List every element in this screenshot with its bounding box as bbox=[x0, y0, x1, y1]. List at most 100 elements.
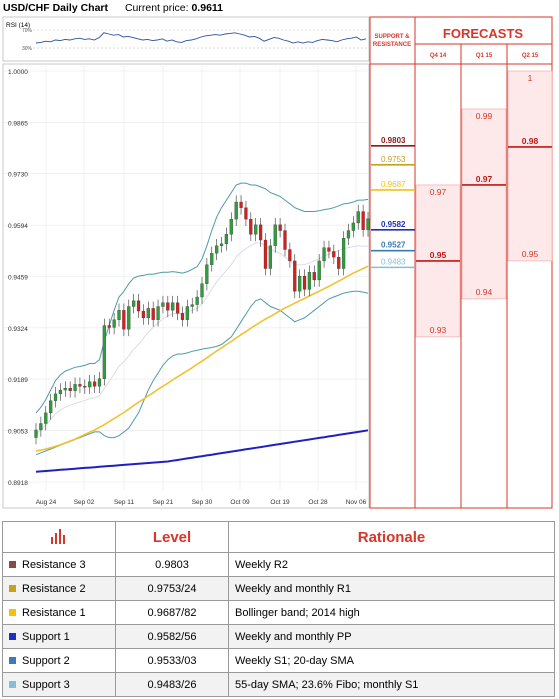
level-value: 0.9533/03 bbox=[115, 648, 229, 673]
candle-body bbox=[302, 275, 307, 290]
candle-body bbox=[258, 224, 263, 241]
color-swatch-icon bbox=[9, 585, 16, 593]
forecast-value-q4-low: 0.93 bbox=[430, 325, 447, 335]
x-tick-label: Nov 06 bbox=[346, 499, 367, 506]
candle-body bbox=[215, 245, 219, 254]
candle-body bbox=[117, 310, 121, 320]
col-q1: Q1 15 bbox=[476, 53, 493, 59]
y-tick-label: 0.9459 bbox=[8, 275, 28, 282]
forecast-value-q1-low: 0.94 bbox=[476, 287, 493, 297]
rsi-tick-70: 70% bbox=[22, 28, 33, 34]
x-tick-label: Aug 24 bbox=[36, 499, 57, 506]
level-label-s2: 0.9527 bbox=[381, 241, 406, 250]
forecast-panel: FORECASTS SUPPORT & RESISTANCE Q4 14 Q1 … bbox=[369, 16, 553, 509]
candle-body bbox=[322, 247, 326, 262]
candle-body bbox=[166, 302, 170, 311]
bollinger-lower bbox=[35, 290, 369, 456]
chart-title: USD/CHF Daily Chart bbox=[3, 2, 109, 14]
rsi-label: RSI (14) bbox=[6, 22, 30, 29]
forecast-value-q2-high: 1 bbox=[528, 73, 533, 83]
candle-body bbox=[205, 264, 209, 284]
y-tick-label: 0.9189 bbox=[8, 377, 28, 384]
x-tick-label: Oct 19 bbox=[270, 499, 290, 506]
candle-body bbox=[151, 308, 155, 320]
bar-chart-icon bbox=[51, 528, 65, 544]
rsi-line bbox=[35, 32, 367, 44]
level-name: Support 1 bbox=[22, 630, 70, 643]
level-name-cell: Support 1 bbox=[2, 624, 116, 649]
candle-body bbox=[175, 302, 180, 314]
sma55-line bbox=[35, 265, 369, 452]
level-name: Support 3 bbox=[22, 678, 70, 691]
forecast-value-q4-high: 0.97 bbox=[430, 187, 447, 197]
level-value: 0.9483/26 bbox=[115, 672, 229, 697]
candle-body bbox=[234, 201, 238, 220]
level-rationale: Weekly and monthly R1 bbox=[228, 576, 555, 601]
color-swatch-icon bbox=[9, 657, 16, 665]
candle-body bbox=[112, 319, 116, 328]
color-swatch-icon bbox=[9, 633, 16, 641]
level-rationale: Weekly S1; 20-day SMA bbox=[228, 648, 555, 673]
candle-body bbox=[298, 275, 302, 292]
candle-body bbox=[146, 308, 150, 319]
level-name-cell: Support 2 bbox=[2, 648, 116, 673]
candle-body bbox=[78, 384, 82, 387]
current-price: 0.9611 bbox=[191, 2, 224, 14]
candle-body bbox=[58, 389, 63, 395]
forecast-value-q1-median: 0.97 bbox=[476, 174, 493, 184]
forecast-range-q1 bbox=[461, 108, 507, 300]
y-tick-label: 0.9730 bbox=[8, 172, 28, 179]
candle-body bbox=[224, 234, 229, 244]
level-name-cell: Resistance 2 bbox=[2, 576, 116, 601]
candle-body bbox=[185, 306, 189, 320]
candle-body bbox=[268, 245, 272, 269]
level-value: 0.9687/82 bbox=[115, 600, 229, 625]
candle-body bbox=[88, 381, 92, 388]
chart-header: USD/CHF Daily Chart Current price: 0.961… bbox=[3, 2, 223, 14]
price-chart: RSI (14) 70% 30% 1.0000 0.9865 0.9730 0.959… bbox=[2, 16, 553, 509]
color-swatch-icon bbox=[9, 681, 16, 689]
y-tick-label: 0.9865 bbox=[8, 120, 28, 127]
candle-body bbox=[63, 388, 67, 391]
level-name: Resistance 2 bbox=[22, 582, 86, 595]
candle-body bbox=[346, 230, 351, 239]
main-panel: 1.0000 0.9865 0.9730 0.9594 0.9459 0.9324 0.91… bbox=[2, 63, 370, 509]
rsi-tick-30: 30% bbox=[22, 46, 33, 52]
candle-body bbox=[156, 306, 160, 320]
table-row: Support 1 0.9582/56 Weekly and monthly PP bbox=[2, 624, 555, 649]
candle-body bbox=[73, 384, 77, 391]
candle-body bbox=[239, 201, 243, 208]
candle-body bbox=[317, 260, 321, 281]
table-header-row: Level Rationale bbox=[2, 521, 555, 553]
candle-body bbox=[34, 429, 38, 438]
candle-body bbox=[195, 296, 199, 305]
forecast-value-q4-median: 0.95 bbox=[430, 250, 447, 260]
candle-body bbox=[283, 230, 287, 250]
forecast-value-q1-high: 0.99 bbox=[476, 111, 493, 121]
candle-body bbox=[229, 218, 233, 235]
level-rationale: 55-day SMA; 23.6% Fibo; monthly S1 bbox=[228, 672, 555, 697]
level-name: Support 2 bbox=[22, 654, 70, 667]
level-rationale: Bollinger band; 2014 high bbox=[228, 600, 555, 625]
candle-body bbox=[132, 300, 136, 307]
candle-body bbox=[366, 218, 370, 230]
y-tick-label: 1.0000 bbox=[8, 69, 28, 76]
candle-body bbox=[92, 381, 97, 387]
candle-body bbox=[249, 218, 253, 235]
candle-body bbox=[288, 249, 292, 262]
candle-body bbox=[244, 207, 248, 220]
candle-body bbox=[263, 239, 268, 269]
forecast-value-q2-low: 0.95 bbox=[522, 249, 539, 259]
col-rationale-header: Rationale bbox=[228, 521, 555, 553]
table-row: Resistance 2 0.9753/24 Weekly and monthly … bbox=[2, 576, 555, 601]
candle-body bbox=[312, 272, 316, 281]
level-label-r1: 0.9687 bbox=[381, 180, 406, 189]
sr-label-line1: SUPPORT & bbox=[374, 34, 410, 40]
col-q2: Q2 15 bbox=[522, 53, 539, 59]
level-name: Resistance 1 bbox=[22, 606, 86, 619]
candle-body bbox=[122, 310, 126, 330]
candle-body bbox=[293, 260, 297, 292]
color-swatch-icon bbox=[9, 609, 16, 617]
candle-body bbox=[39, 423, 43, 431]
candle-body bbox=[210, 253, 214, 265]
